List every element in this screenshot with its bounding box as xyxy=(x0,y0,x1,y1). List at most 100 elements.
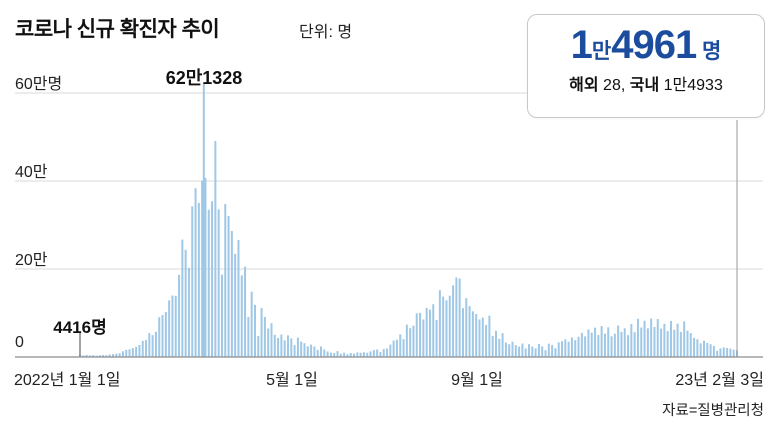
bar xyxy=(689,333,692,357)
x-axis-tick-feb3-2023: 23년 2월 3일 xyxy=(675,372,764,389)
bar xyxy=(617,325,620,357)
bar xyxy=(131,348,134,357)
bar xyxy=(732,349,735,357)
bar xyxy=(653,327,656,357)
bar xyxy=(719,348,722,357)
bar xyxy=(326,351,329,357)
bar xyxy=(128,349,131,357)
bar xyxy=(214,141,217,357)
bar xyxy=(105,355,108,357)
bar xyxy=(610,336,613,357)
bar xyxy=(151,335,154,357)
y-axis-tick-400k: 40만 xyxy=(15,164,48,181)
bar xyxy=(412,325,415,357)
bar xyxy=(432,304,435,357)
overseas-value: 28, xyxy=(598,77,630,94)
bar xyxy=(551,345,554,357)
bar xyxy=(673,329,676,357)
bar xyxy=(491,335,494,357)
bar xyxy=(121,351,124,357)
bar xyxy=(118,353,121,357)
bar xyxy=(197,202,200,357)
bar xyxy=(699,343,702,357)
bar xyxy=(547,343,550,357)
bar xyxy=(362,352,365,357)
bar xyxy=(405,324,408,357)
domestic-label: 국내 xyxy=(629,77,660,94)
bar xyxy=(521,343,524,357)
bar xyxy=(528,344,531,357)
bar xyxy=(686,330,689,357)
bar xyxy=(712,346,715,357)
bar xyxy=(204,177,207,357)
bar xyxy=(145,339,148,357)
latest-total-num1: 1 xyxy=(570,23,593,67)
bar xyxy=(461,308,464,357)
bar xyxy=(465,298,468,357)
x-axis-tick-may1: 5월 1일 xyxy=(266,372,318,389)
latest-value-callout: 1만4961 명 해외 28, 국내 1만4933 xyxy=(527,14,765,118)
bar xyxy=(389,344,392,357)
bar xyxy=(494,330,497,357)
bar xyxy=(85,354,88,357)
bar xyxy=(485,325,488,357)
bar xyxy=(455,277,458,357)
bar xyxy=(320,346,323,357)
bar xyxy=(316,349,319,357)
bar xyxy=(669,320,672,357)
domestic-value: 1만4933 xyxy=(659,77,723,94)
bar xyxy=(587,329,590,357)
bar xyxy=(168,300,171,357)
bar xyxy=(488,315,491,357)
bar xyxy=(676,323,679,357)
bar xyxy=(554,348,557,357)
bar xyxy=(428,309,431,357)
bar xyxy=(333,352,336,357)
bar xyxy=(422,319,425,357)
bar xyxy=(329,352,332,357)
bar xyxy=(95,355,98,357)
bar xyxy=(187,267,190,357)
bar xyxy=(537,344,540,357)
bar xyxy=(706,343,709,357)
bar xyxy=(181,239,184,357)
bar xyxy=(726,348,729,357)
bar xyxy=(359,352,362,357)
bar xyxy=(594,327,597,357)
bar xyxy=(696,339,699,357)
bar xyxy=(716,350,719,357)
bar xyxy=(220,274,223,357)
bar xyxy=(663,323,666,357)
bar xyxy=(108,354,111,357)
bar xyxy=(141,340,144,357)
bar xyxy=(207,209,210,357)
bar xyxy=(481,317,484,357)
bar xyxy=(201,180,204,357)
bar xyxy=(623,328,626,357)
bar xyxy=(679,331,682,357)
bar xyxy=(627,335,630,357)
bar xyxy=(590,332,593,357)
bar xyxy=(310,344,313,357)
bar xyxy=(452,285,455,357)
bar xyxy=(511,341,514,357)
y-axis-tick-600k: 60만명 xyxy=(15,76,63,93)
bar xyxy=(471,311,474,357)
bar xyxy=(161,315,164,357)
bar xyxy=(729,348,732,357)
bar xyxy=(415,313,418,357)
chart-title: 코로나 신규 확진자 추이 xyxy=(15,18,220,41)
bar xyxy=(171,295,174,357)
bar xyxy=(504,342,507,357)
bar xyxy=(98,355,101,357)
bar xyxy=(702,340,705,357)
bar xyxy=(323,349,326,357)
bar xyxy=(164,312,167,357)
bar xyxy=(202,83,205,358)
bar xyxy=(102,355,105,357)
bar xyxy=(580,332,583,357)
bar xyxy=(125,349,128,357)
bar xyxy=(567,341,570,357)
